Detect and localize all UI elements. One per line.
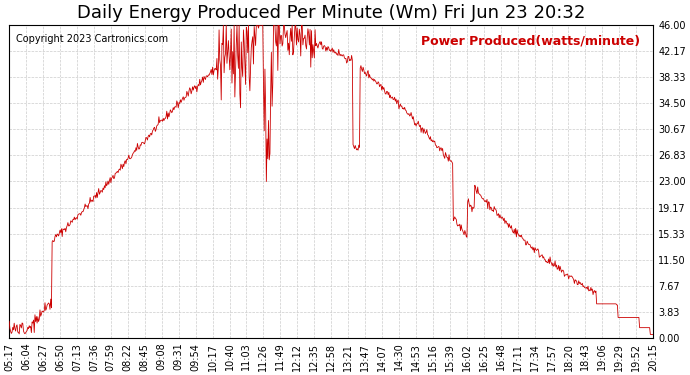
Title: Daily Energy Produced Per Minute (Wm) Fri Jun 23 20:32: Daily Energy Produced Per Minute (Wm) Fr… xyxy=(77,4,585,22)
Text: Copyright 2023 Cartronics.com: Copyright 2023 Cartronics.com xyxy=(16,34,168,45)
Text: Power Produced(watts/minute): Power Produced(watts/minute) xyxy=(421,34,640,48)
